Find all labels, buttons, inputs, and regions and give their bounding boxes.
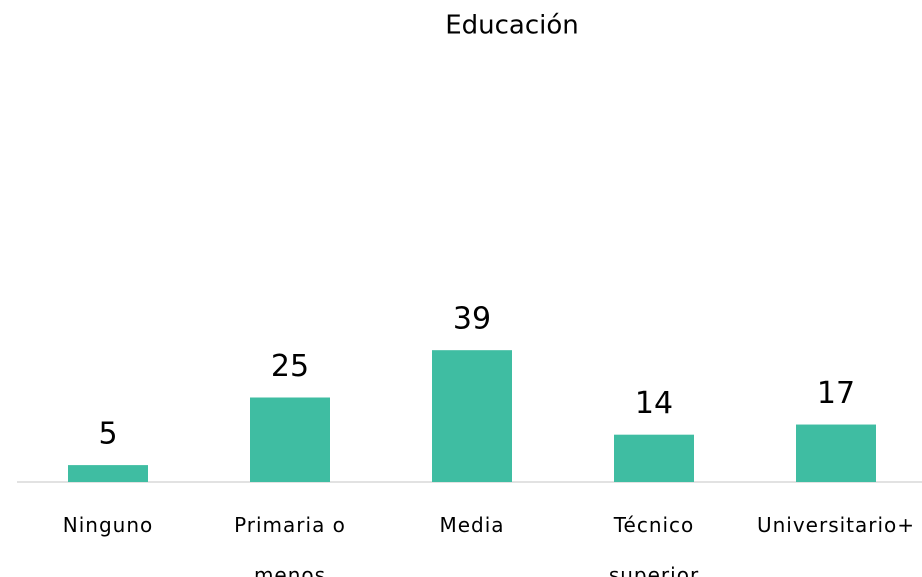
bar bbox=[250, 397, 330, 482]
x-tick-label: Media bbox=[381, 500, 563, 550]
bar bbox=[614, 434, 694, 482]
x-tick-text: Universitario+ bbox=[756, 513, 916, 537]
x-tick-text: Técnico superior bbox=[608, 513, 700, 577]
x-tick-label: Universitario+ bbox=[745, 500, 922, 550]
chart-title: Educación bbox=[445, 11, 579, 41]
x-tick-label: Primaria o menos bbox=[199, 500, 381, 577]
x-tick-label: Técnico superior bbox=[563, 500, 745, 577]
bar bbox=[432, 350, 512, 482]
x-tick-text: Primaria o menos bbox=[234, 513, 346, 577]
x-tick-text: Ninguno bbox=[62, 513, 154, 537]
x-tick-text: Media bbox=[439, 513, 505, 537]
value-label: 17 bbox=[817, 376, 855, 411]
bar bbox=[796, 424, 876, 482]
x-tick-label: Ninguno bbox=[17, 500, 199, 550]
value-label: 5 bbox=[98, 417, 117, 452]
value-label: 25 bbox=[271, 349, 309, 384]
value-label: 39 bbox=[453, 302, 491, 337]
bar bbox=[68, 465, 148, 482]
value-label: 14 bbox=[635, 386, 673, 421]
